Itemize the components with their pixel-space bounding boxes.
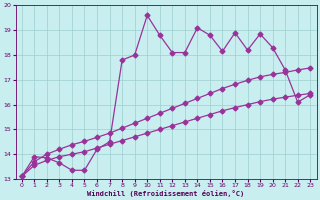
- X-axis label: Windchill (Refroidissement éolien,°C): Windchill (Refroidissement éolien,°C): [87, 190, 245, 197]
